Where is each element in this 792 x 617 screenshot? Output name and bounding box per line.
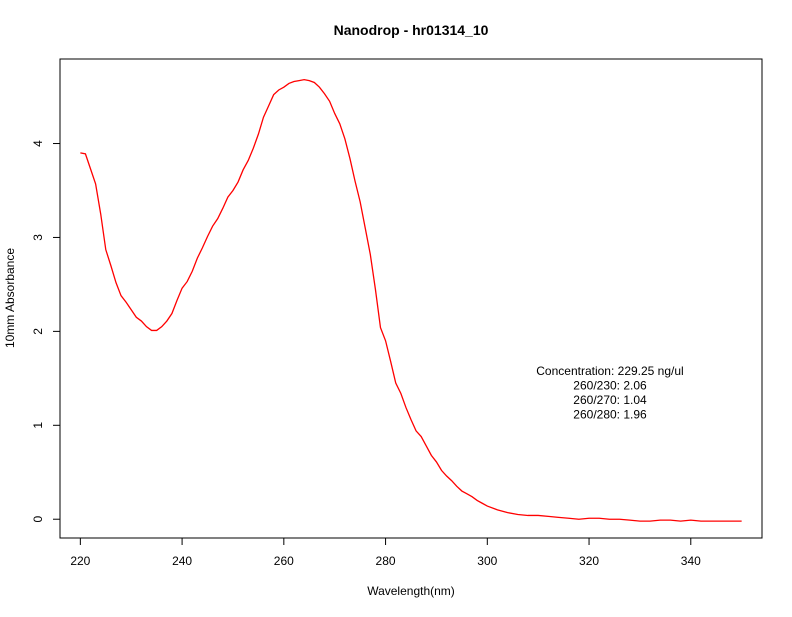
absorbance-line	[80, 78, 742, 522]
y-tick-label: 2	[31, 328, 45, 335]
y-axis: 0 1 2 3 4	[31, 140, 60, 523]
x-axis: 220 240 260 280 300 320 340	[70, 538, 701, 568]
annotation-line: 260/280: 1.96	[573, 408, 647, 422]
annotation-line: 260/230: 2.06	[573, 379, 647, 393]
chart-title: Nanodrop - hr01314_10	[334, 22, 489, 38]
x-tick-label: 320	[579, 554, 599, 568]
x-tick-label: 340	[681, 554, 701, 568]
annotation-line: 260/270: 1.04	[573, 393, 647, 407]
y-tick-label: 0	[31, 516, 45, 523]
x-tick-label: 300	[477, 554, 497, 568]
x-tick-label: 280	[376, 554, 396, 568]
x-tick-label: 220	[70, 554, 90, 568]
y-tick-label: 4	[31, 140, 45, 147]
plot-frame	[59, 58, 763, 539]
y-axis-label: 10mm Absorbance	[3, 248, 17, 348]
x-axis-label: Wavelength(nm)	[367, 584, 455, 598]
y-tick-label: 1	[31, 422, 45, 429]
x-tick-label: 240	[172, 554, 192, 568]
annotation-line: Concentration: 229.25 ng/ul	[536, 364, 683, 378]
x-tick-label: 260	[274, 554, 294, 568]
y-tick-label: 3	[31, 234, 45, 241]
